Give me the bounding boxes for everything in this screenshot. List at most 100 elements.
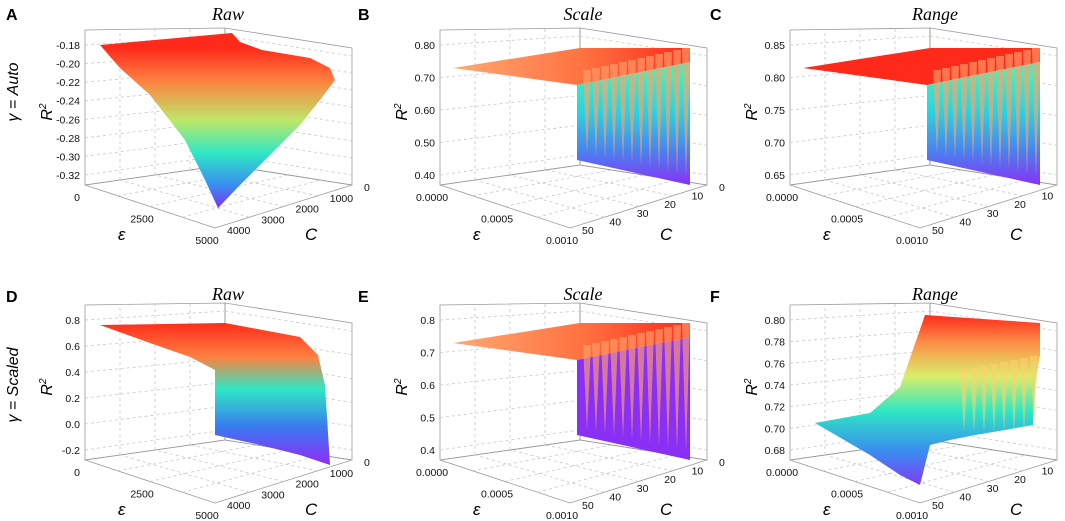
y-tick-label: 1000 bbox=[330, 468, 354, 480]
panel-letter: E bbox=[358, 289, 369, 306]
x-tick-label: 0.0000 bbox=[766, 192, 798, 204]
surface-spike bbox=[1005, 54, 1013, 171]
surface-spike bbox=[673, 325, 681, 450]
surface-plateau bbox=[453, 323, 690, 360]
panel-a: A Raw -0.18 -0.20 -0.22 -0.24 -0.26 -0.28 -0.30 -… bbox=[6, 4, 370, 247]
surface bbox=[815, 315, 1040, 485]
panel-letter: D bbox=[6, 289, 18, 306]
surface-spike bbox=[960, 64, 968, 161]
z-tick-label: 0.80 bbox=[415, 40, 436, 52]
surface bbox=[453, 323, 690, 460]
x-tick-label: 0.0005 bbox=[481, 489, 513, 501]
surface bbox=[100, 323, 330, 465]
x-tick-label: 0.0000 bbox=[416, 467, 448, 479]
z-tick-label: 0.8 bbox=[65, 315, 80, 327]
z-tick-label: 0.40 bbox=[415, 170, 436, 182]
z-tick-label: 0.7 bbox=[420, 348, 435, 360]
z-tick-label: 0.5 bbox=[420, 413, 435, 425]
z-tick-label: 0.74 bbox=[765, 380, 786, 392]
surface-spike bbox=[996, 56, 1004, 169]
z-axis-label: R2 bbox=[743, 378, 761, 396]
x-tick-label: 0 bbox=[74, 192, 80, 204]
x-tick-label: 5000 bbox=[195, 235, 219, 247]
x-axis-label: ε bbox=[118, 500, 126, 519]
y-tick-label: 2000 bbox=[296, 204, 320, 216]
z-tick-label: -0.28 bbox=[56, 133, 80, 145]
z-tick-label: 0.68 bbox=[765, 445, 786, 457]
panel-d: D Raw 0.8 0.6 0.4 0.2 0.0 -0.2 0 2500 5000 4000 3000… bbox=[6, 284, 370, 521]
surface-spike bbox=[942, 68, 950, 157]
panel-c: C Range 0.85 0.80 0.75 0.70 0.65 0.0000 0.0005 0.… bbox=[710, 4, 1058, 247]
y-tick-label: 10 bbox=[1042, 191, 1054, 203]
panel-e: E Scale 0.8 0.7 0.6 0.5 0.4 0.0000 0.0005 0.0010 5… bbox=[358, 284, 725, 521]
z-tick-label: 0.72 bbox=[765, 402, 786, 414]
panel-title: Scale bbox=[564, 284, 603, 304]
z-tick-label: 0.70 bbox=[415, 73, 436, 85]
z-tick-label: -0.22 bbox=[56, 77, 80, 89]
y-tick-label: 40 bbox=[959, 216, 971, 228]
x-tick-label: 2500 bbox=[130, 214, 154, 226]
z-tick-label: 0.76 bbox=[765, 358, 786, 370]
z-tick-label: -0.26 bbox=[56, 114, 80, 126]
z-tick-label: 0.70 bbox=[765, 423, 786, 435]
surface-spike bbox=[646, 331, 654, 444]
surface-spike bbox=[637, 58, 645, 167]
z-tick-label: 0.65 bbox=[765, 170, 786, 182]
surface-mesh bbox=[100, 33, 335, 208]
surface-spike bbox=[987, 58, 995, 167]
surface-spike bbox=[682, 48, 690, 177]
y-axis-label: C bbox=[1010, 225, 1023, 244]
surface-spike bbox=[664, 327, 672, 448]
row-label-scaled: γ = Scaled bbox=[5, 346, 22, 422]
y-tick-label: 20 bbox=[1014, 474, 1026, 486]
panel-title: Raw bbox=[211, 4, 244, 24]
y-axis-label: C bbox=[660, 225, 673, 244]
y-tick-label: 20 bbox=[1014, 199, 1026, 211]
z-axis-label: R2 bbox=[38, 103, 56, 121]
surface-spike bbox=[1030, 356, 1038, 433]
z-tick-label: 0.85 bbox=[765, 40, 786, 52]
surface-spike bbox=[619, 62, 627, 163]
y-tick-label: 0 bbox=[364, 182, 370, 194]
y-tick-label: 0 bbox=[719, 457, 725, 469]
z-tick-label: 0.8 bbox=[420, 315, 435, 327]
y-tick-label: 10 bbox=[1042, 466, 1054, 478]
surface-spike bbox=[960, 370, 968, 433]
y-tick-label: 50 bbox=[932, 500, 944, 512]
y-tick-label: 3000 bbox=[261, 214, 285, 226]
row-label-auto: γ = Auto bbox=[5, 62, 22, 121]
z-tick-label: -0.30 bbox=[56, 151, 80, 163]
y-tick-label: 30 bbox=[987, 483, 999, 495]
y-tick-label: 30 bbox=[637, 483, 649, 495]
z-tick-label: 0.4 bbox=[420, 445, 435, 457]
z-tick-label: 0.6 bbox=[420, 380, 435, 392]
x-tick-label: 0.0010 bbox=[896, 235, 928, 247]
panel-letter: B bbox=[358, 7, 370, 24]
z-tick-label: 0.80 bbox=[765, 315, 786, 327]
x-axis-label: ε bbox=[118, 225, 126, 244]
y-tick-label: 30 bbox=[637, 208, 649, 220]
z-tick-label: -0.18 bbox=[56, 40, 80, 52]
y-tick-label: 40 bbox=[609, 216, 621, 228]
panel-f: F Range 0.80 0.78 0.76 0.74 0.72 0.70 0.68 0.0000… bbox=[710, 284, 1058, 521]
y-axis-label: C bbox=[660, 500, 673, 519]
surface-spike bbox=[637, 333, 645, 442]
x-tick-label: 0.0000 bbox=[766, 467, 798, 479]
surface-spike bbox=[1020, 358, 1028, 433]
surface bbox=[453, 48, 690, 185]
surface-mesh bbox=[815, 315, 1040, 485]
surface-spike bbox=[655, 54, 663, 171]
y-axis-label: C bbox=[305, 500, 318, 519]
y-tick-label: 20 bbox=[664, 199, 676, 211]
surface-spike bbox=[610, 339, 618, 436]
z-axis-label: R2 bbox=[743, 103, 761, 121]
x-tick-label: 0.0010 bbox=[896, 510, 928, 521]
surface-mesh bbox=[100, 323, 330, 465]
surface bbox=[100, 33, 335, 208]
surface-spike bbox=[646, 56, 654, 169]
y-tick-label: 10 bbox=[692, 191, 704, 203]
surface-spike bbox=[655, 329, 663, 446]
surface-spike bbox=[980, 366, 988, 433]
z-tick-label: 0.4 bbox=[65, 367, 80, 379]
